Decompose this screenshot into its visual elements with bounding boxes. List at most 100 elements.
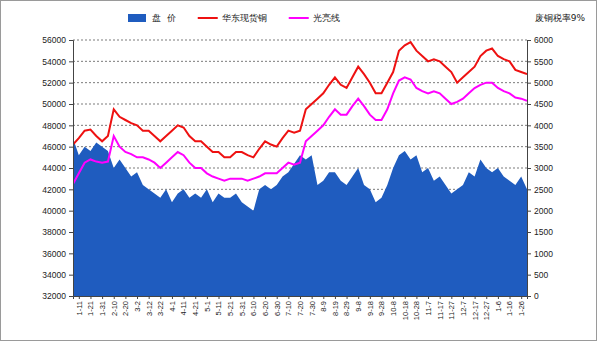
x-tick: 11-17 <box>436 296 445 320</box>
x-tick-label: 6-20 <box>261 301 270 316</box>
x-tick-mark <box>195 296 196 299</box>
x-tick-label: 9-28 <box>377 301 386 316</box>
x-tick-mark <box>323 296 324 299</box>
x-tick-mark <box>498 296 499 299</box>
x-tick: 10-8 <box>389 296 398 316</box>
x-tick-label: 6-30 <box>273 301 282 316</box>
x-tick-label: 1-6 <box>494 301 503 312</box>
x-tick-label: 3-12 <box>145 301 154 316</box>
y2-tick: 2500 <box>527 185 553 195</box>
x-tick-label: 5-1 <box>203 301 212 312</box>
y2-tick: 6000 <box>527 35 553 45</box>
grid <box>73 40 527 296</box>
x-tick: 2-20 <box>121 296 130 316</box>
y-tick-mark <box>69 275 73 276</box>
x-tick: 4-1 <box>168 296 177 312</box>
y-tick: 48000 <box>42 121 73 131</box>
x-tick: 3-22 <box>156 296 165 316</box>
y2-tick: 500 <box>527 270 548 280</box>
x-tick: 5-1 <box>203 296 212 312</box>
y2-tick: 1000 <box>527 249 553 259</box>
y2-tick-mark <box>527 189 531 190</box>
y2-tick-label: 3000 <box>534 163 553 173</box>
legend-label: 光亮线 <box>313 13 340 23</box>
x-tick: 1-6 <box>494 296 503 312</box>
x-tick-mark <box>102 296 103 299</box>
legend-label: 华东现货铜 <box>222 13 267 23</box>
y-tick-label: 40000 <box>42 206 66 216</box>
y-tick: 54000 <box>42 57 73 67</box>
x-tick: 1-11 <box>75 296 84 315</box>
y-tick-mark <box>69 104 73 105</box>
y2-tick-mark <box>527 232 531 233</box>
y-tick-label: 32000 <box>42 291 66 301</box>
y2-tick-mark <box>527 40 531 41</box>
x-tick: 9-8 <box>354 296 363 312</box>
y-tick-mark <box>69 189 73 190</box>
x-tick-mark <box>428 296 429 299</box>
y2-tick-label: 4000 <box>534 121 553 131</box>
x-tick-label: 11-27 <box>447 301 456 320</box>
x-tick-label: 10-28 <box>412 301 421 320</box>
x-tick-mark <box>475 296 476 299</box>
annotation: 废铜税率9% <box>535 13 586 23</box>
legend-swatch <box>198 17 218 19</box>
x-tick-label: 9-8 <box>354 301 363 312</box>
x-tick-label: 6-10 <box>249 301 258 316</box>
x-tick-mark <box>160 296 161 299</box>
y2-tick: 0 <box>527 291 539 301</box>
x-tick: 9-18 <box>366 296 375 316</box>
y-tick-mark <box>69 125 73 126</box>
x-tick: 1-26 <box>517 296 526 316</box>
y2-tick-label: 5000 <box>534 78 553 88</box>
x-tick-mark <box>172 296 173 299</box>
x-tick-label: 3-22 <box>156 301 165 316</box>
y2-tick-label: 0 <box>534 291 539 301</box>
x-tick: 6-20 <box>261 296 270 316</box>
y2-tick-label: 5500 <box>534 57 553 67</box>
y-tick: 38000 <box>42 227 73 237</box>
y-tick-mark <box>69 83 73 84</box>
x-tick: 5-21 <box>226 296 235 316</box>
y2-tick-mark <box>527 211 531 212</box>
x-tick-mark <box>358 296 359 299</box>
x-tick: 12-7 <box>459 296 468 316</box>
x-tick-label: 10-8 <box>389 301 398 316</box>
legend-swatch <box>128 14 146 22</box>
y-tick-mark <box>69 168 73 169</box>
y-axis-line <box>69 41 74 297</box>
y-tick-label: 34000 <box>42 270 66 280</box>
x-tick-label: 5-11 <box>214 301 223 315</box>
y-tick-label: 46000 <box>42 142 66 152</box>
x-tick: 7-30 <box>308 296 317 316</box>
y2-tick: 5500 <box>527 57 553 67</box>
y-tick-label: 42000 <box>42 185 66 195</box>
y2-tick: 4000 <box>527 121 553 131</box>
x-tick-mark <box>207 296 208 299</box>
y-tick: 34000 <box>42 270 73 280</box>
x-tick-mark <box>335 296 336 299</box>
plot-area <box>73 42 527 296</box>
y-tick-label: 50000 <box>42 99 66 109</box>
y-tick-label: 54000 <box>42 57 66 67</box>
x-tick-label: 7-30 <box>308 301 317 316</box>
y-tick-mark <box>69 253 73 254</box>
x-tick-mark <box>90 296 91 299</box>
x-tick-mark <box>137 296 138 299</box>
x-tick-label: 1-11 <box>75 301 84 315</box>
y2-tick-label: 1000 <box>534 249 553 259</box>
x-tick-label: 8-29 <box>342 301 351 316</box>
x-tick-label: 7-20 <box>296 301 305 316</box>
y-tick: 50000 <box>42 99 73 109</box>
x-tick-mark <box>393 296 394 299</box>
x-tick-mark <box>347 296 348 299</box>
y2-tick: 3000 <box>527 163 553 173</box>
x-tick-mark <box>242 296 243 299</box>
x-tick: 11-27 <box>447 296 456 320</box>
x-tick-label: 2-20 <box>121 301 130 316</box>
line-series <box>73 77 527 184</box>
x-tick-mark <box>300 296 301 299</box>
x-tick: 12-17 <box>471 296 480 320</box>
y2-axis: 0500100015002000250030003500400045005000… <box>527 35 553 301</box>
x-axis-line <box>74 297 528 300</box>
